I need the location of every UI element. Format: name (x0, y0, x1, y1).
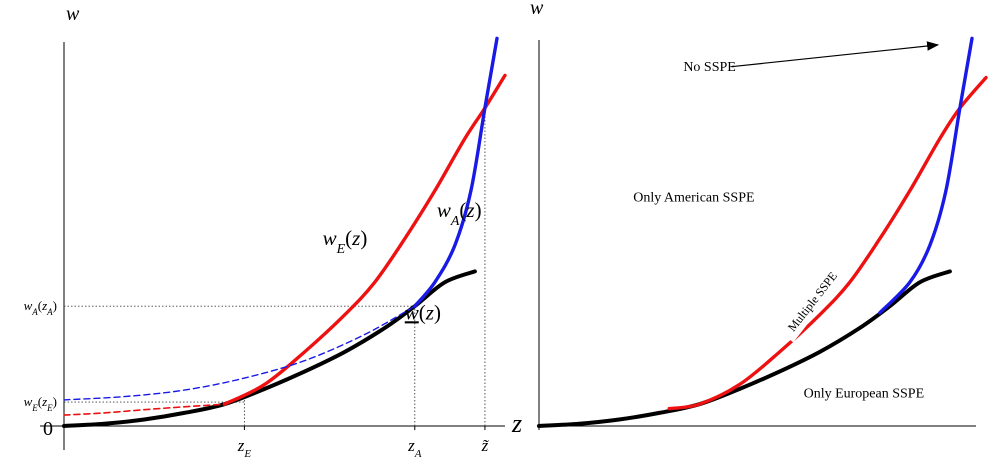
origin-label: 0 (43, 418, 53, 440)
curve-label-baseline: w(z) (405, 300, 441, 324)
x-axis-label: z (511, 409, 522, 438)
y-tick-label: wE(zE) (24, 394, 57, 413)
region-label: Only American SSPE (633, 191, 754, 206)
y-axis-label: w (530, 0, 544, 19)
y-axis-label: w (66, 3, 80, 25)
region-label: No SSPE (683, 60, 736, 75)
left-panel: w z 0 zE zA z̃ wE(zE) wA(zA) wE(z) wA(z) w(z) (24, 3, 523, 459)
x-tick-label: z̃ (481, 436, 490, 455)
curve-label-european: wE(z) (323, 226, 368, 257)
series-baseline-line (62, 269, 477, 428)
series-american_extension-line (63, 305, 416, 401)
region-label-background (779, 258, 850, 343)
series-european_extension-line (63, 403, 226, 416)
x-tick-label: zA (407, 436, 422, 459)
series-american-line (878, 36, 974, 315)
series-baseline-line (537, 269, 952, 428)
curve-label-american: wA(z) (437, 198, 482, 229)
series-european-line (222, 73, 507, 406)
series-european-line (667, 75, 988, 411)
no-sspe-arrow (731, 41, 940, 68)
region-label: Only European SSPE (804, 387, 925, 402)
y-tick-label: wA(zA) (24, 298, 57, 317)
x-tick-label: zE (237, 436, 252, 459)
series-american-line (413, 36, 499, 308)
